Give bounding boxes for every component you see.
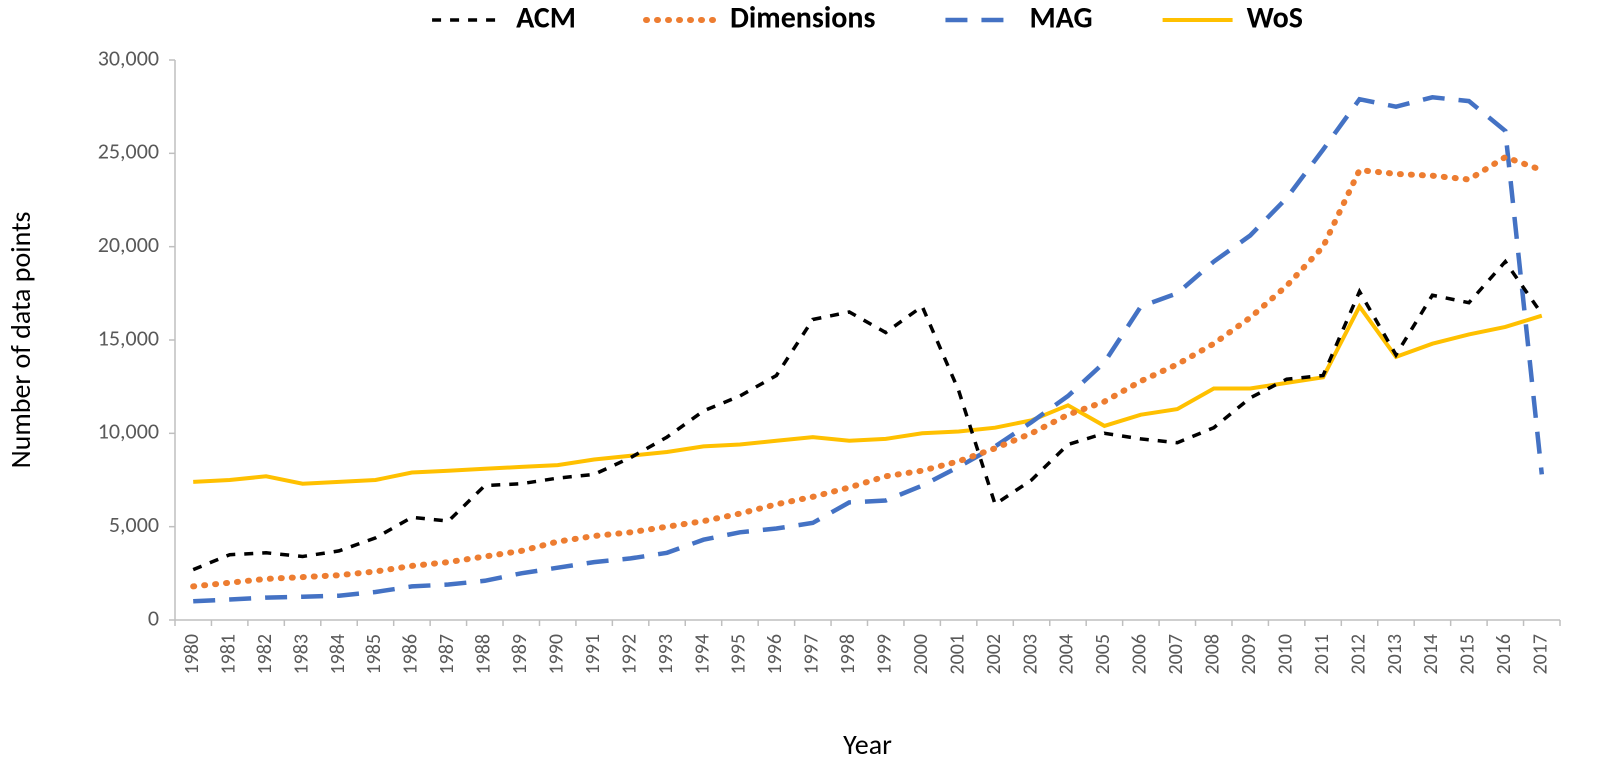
x-tick-label: 1996 [763, 634, 787, 675]
x-tick-label: 2015 [1456, 634, 1480, 675]
x-tick-label: 2013 [1383, 634, 1407, 675]
y-axis-label: Number of data points [3, 212, 38, 469]
x-tick-label: 1993 [654, 634, 678, 675]
x-tick-label: 1987 [435, 634, 459, 675]
y-tick-label: 15,000 [98, 324, 159, 351]
x-tick-label: 1995 [727, 634, 751, 675]
legend-label-dimensions: Dimensions [730, 0, 875, 36]
x-tick-label: 2006 [1128, 634, 1152, 675]
x-tick-label: 1984 [326, 634, 350, 675]
x-tick-label: 2007 [1164, 634, 1188, 675]
x-tick-label: 1991 [581, 634, 605, 675]
chart-canvas: 0 5,000 10,000 15,000 20,000 25,000 30,000 1980… [0, 0, 1603, 774]
y-tick-label: 10,000 [98, 418, 159, 445]
x-tick-label: 1983 [289, 634, 313, 675]
x-tick-label: 2008 [1201, 634, 1225, 675]
x-tick-label: 2000 [909, 634, 933, 675]
x-tick-label: 2002 [982, 634, 1006, 675]
x-tick-label: 2017 [1529, 634, 1553, 675]
y-tick-label: 5,000 [109, 511, 159, 538]
y-tick-label: 30,000 [98, 44, 159, 71]
y-tick-label: 25,000 [98, 138, 159, 165]
y-tick-label: 20,000 [98, 231, 159, 258]
x-tick-label: 2005 [1091, 634, 1115, 675]
legend-label-acm: ACM [516, 0, 576, 36]
x-tick-label: 2014 [1419, 634, 1443, 675]
x-tick-label: 2011 [1310, 634, 1334, 675]
x-tick-label: 1998 [836, 634, 860, 675]
x-tick-label: 1986 [399, 634, 423, 675]
x-tick-label: 1990 [544, 634, 568, 675]
x-tick-label: 1992 [617, 634, 641, 675]
x-tick-label: 1994 [690, 634, 714, 675]
x-tick-label: 1985 [362, 634, 386, 675]
legend-label-mag: MAG [1029, 0, 1092, 36]
x-tick-label: 2016 [1492, 634, 1516, 675]
line-chart: 0 5,000 10,000 15,000 20,000 25,000 30,000 1980… [0, 0, 1603, 774]
x-tick-label: 1989 [508, 634, 532, 675]
x-tick-label: 2001 [945, 634, 969, 675]
x-tick-label: 1997 [800, 634, 824, 675]
x-tick-label: 1999 [873, 634, 897, 675]
x-tick-label: 1982 [253, 634, 277, 675]
x-axis-label: Year [843, 727, 892, 762]
x-tick-label: 2010 [1273, 634, 1297, 675]
x-tick-label: 1980 [180, 634, 204, 675]
x-tick-label: 2004 [1055, 634, 1079, 675]
x-tick-label: 2003 [1018, 634, 1042, 675]
x-tick-label: 1988 [472, 634, 496, 675]
x-tick-label: 2009 [1237, 634, 1261, 675]
legend-label-wos: WoS [1247, 0, 1303, 36]
x-tick-label: 2012 [1346, 634, 1370, 675]
x-tick-label: 1981 [216, 634, 240, 675]
y-tick-label: 0 [148, 604, 159, 631]
